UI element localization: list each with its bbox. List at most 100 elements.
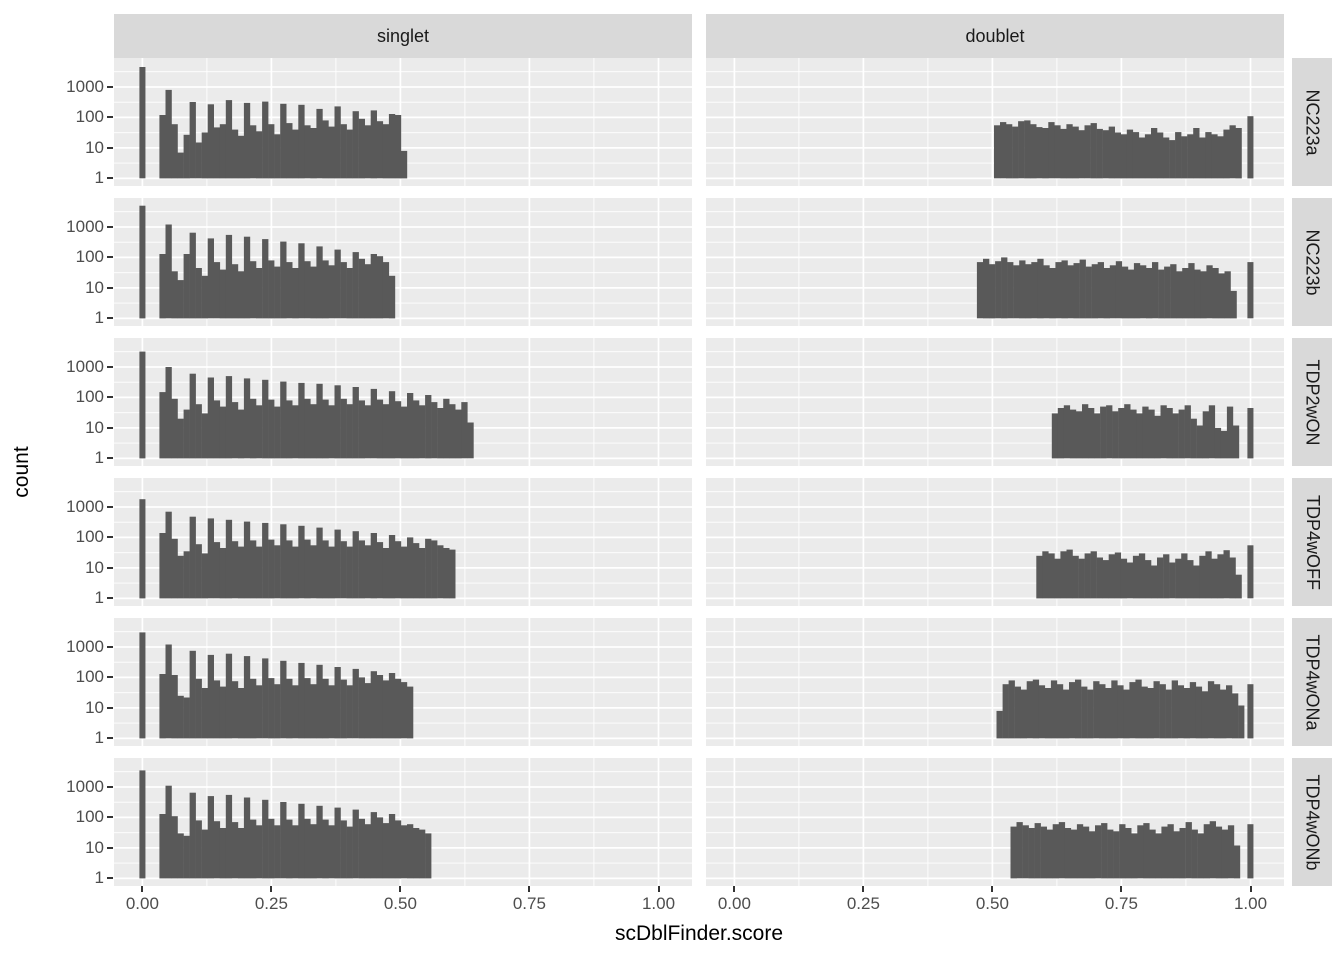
row-strip-TDP4wONa: TDP4wONa [1292, 618, 1332, 746]
x-tick-label: 0.00 [125, 894, 159, 913]
histogram-svg-TDP4wOFF-singlet [114, 478, 692, 606]
row-strip-label: TDP2wON [1302, 358, 1323, 446]
x-tick-label: 0.25 [254, 894, 288, 913]
y-tick-label: 1 [94, 728, 104, 748]
y-tick-label: 10 [85, 277, 104, 297]
y-tick-mark [107, 536, 113, 539]
x-tick-label: 0.50 [975, 894, 1009, 913]
x-tick-label: 1.00 [1233, 894, 1268, 913]
y-tick-label: 100 [75, 107, 104, 127]
facet-panel-TDP4wONb-doublet [706, 758, 1284, 886]
column-strip-singlet: singlet [114, 14, 692, 58]
y-tick-mark [107, 286, 113, 289]
x-tick-mark [270, 886, 273, 892]
y-tick-mark [107, 317, 113, 320]
histogram-svg-TDP4wONa-doublet [706, 618, 1284, 746]
row-strip-NC223b: NC223b [1292, 198, 1332, 326]
y-tick-mark [107, 846, 113, 849]
y-tick-mark [107, 597, 113, 600]
x-tick-mark [862, 886, 865, 892]
y-tick-label: 100 [75, 247, 104, 267]
y-tick-mark [107, 646, 113, 648]
row-strip-TDP4wONb: TDP4wONb [1292, 758, 1332, 886]
y-tick-mark [107, 426, 113, 429]
x-tick-mark [1249, 886, 1252, 892]
y-tick-label: 1 [94, 308, 104, 328]
y-tick-label: 10 [85, 837, 104, 857]
y-tick-mark [107, 566, 113, 569]
y-tick-label: 100 [75, 807, 104, 827]
y-tick-label: 10 [85, 417, 104, 437]
row-strip-TDP4wOFF: TDP4wOFF [1292, 478, 1332, 606]
row-strip-label: NC223b [1302, 228, 1323, 296]
y-tick-mark [107, 706, 113, 709]
y-tick-label: 1000 [66, 777, 104, 796]
y-tick-label: 1 [94, 448, 104, 468]
x-tick-label: 0.25 [846, 894, 880, 913]
y-tick-mark [107, 877, 113, 880]
histogram-svg-NC223b-singlet [114, 198, 692, 326]
y-tick-mark [107, 457, 113, 460]
column-strip-label: singlet [376, 25, 430, 46]
y-tick-mark [107, 146, 113, 149]
facet-panel-TDP4wOFF-doublet [706, 478, 1284, 606]
y-tick-mark [107, 226, 113, 228]
x-tick-mark [991, 886, 994, 892]
x-tick-label: 0.75 [1104, 894, 1138, 913]
y-tick-label: 100 [75, 667, 104, 687]
x-tick-label: 1.00 [641, 894, 676, 913]
facet-panel-TDP4wOFF-singlet [114, 478, 692, 606]
facet-panel-NC223b-singlet [114, 198, 692, 326]
y-tick-label: 100 [75, 387, 104, 407]
histogram-svg-TDP4wONa-singlet [114, 618, 692, 746]
x-tick-mark [528, 886, 531, 892]
histogram-svg-TDP4wONb-doublet [706, 758, 1284, 886]
y-tick-mark [107, 177, 113, 180]
x-tick-label: 0.50 [383, 894, 417, 913]
y-tick-label: 1000 [66, 77, 104, 96]
histogram-svg-TDP4wONb-singlet [114, 758, 692, 886]
y-tick-mark [107, 786, 113, 788]
x-tick-mark [141, 886, 144, 892]
y-tick-label: 10 [85, 557, 104, 577]
y-tick-label: 1 [94, 588, 104, 608]
x-axis-title: scDblFinder.score [614, 922, 784, 945]
x-tick-mark [1120, 886, 1123, 892]
x-tick-mark [657, 886, 660, 892]
y-tick-label: 1000 [66, 217, 104, 236]
column-strip-label: doublet [965, 25, 1025, 46]
column-strip-doublet: doublet [706, 14, 1284, 58]
y-tick-mark [107, 256, 113, 259]
y-tick-mark [107, 506, 113, 508]
facet-panel-NC223a-singlet [114, 58, 692, 186]
row-strip-NC223a: NC223a [1292, 58, 1332, 186]
facet-panel-TDP4wONa-singlet [114, 618, 692, 746]
x-tick-mark [399, 886, 402, 892]
facet-panel-TDP4wONb-singlet [114, 758, 692, 886]
histogram-svg-NC223a-singlet [114, 58, 692, 186]
y-tick-label: 1000 [66, 497, 104, 516]
y-tick-mark [107, 116, 113, 119]
y-tick-label: 1 [94, 168, 104, 188]
y-tick-label: 1000 [66, 357, 104, 376]
row-strip-label: TDP4wONa [1302, 633, 1323, 731]
y-tick-mark [107, 396, 113, 399]
x-tick-label: 0.75 [512, 894, 546, 913]
facet-panel-NC223b-doublet [706, 198, 1284, 326]
histogram-svg-TDP4wOFF-doublet [706, 478, 1284, 606]
x-tick-label: 0.00 [717, 894, 751, 913]
y-tick-mark [107, 816, 113, 819]
histogram-svg-TDP2wON-singlet [114, 338, 692, 466]
y-tick-label: 10 [85, 137, 104, 157]
y-tick-mark [107, 676, 113, 679]
y-tick-label: 1000 [66, 637, 104, 656]
x-tick-mark [733, 886, 736, 892]
y-tick-label: 1 [94, 868, 104, 888]
facet-panel-NC223a-doublet [706, 58, 1284, 186]
row-strip-TDP2wON: TDP2wON [1292, 338, 1332, 466]
facet-panel-TDP4wONa-doublet [706, 618, 1284, 746]
y-tick-label: 100 [75, 527, 104, 547]
row-strip-label: TDP4wONb [1302, 773, 1323, 871]
y-tick-mark [107, 366, 113, 368]
